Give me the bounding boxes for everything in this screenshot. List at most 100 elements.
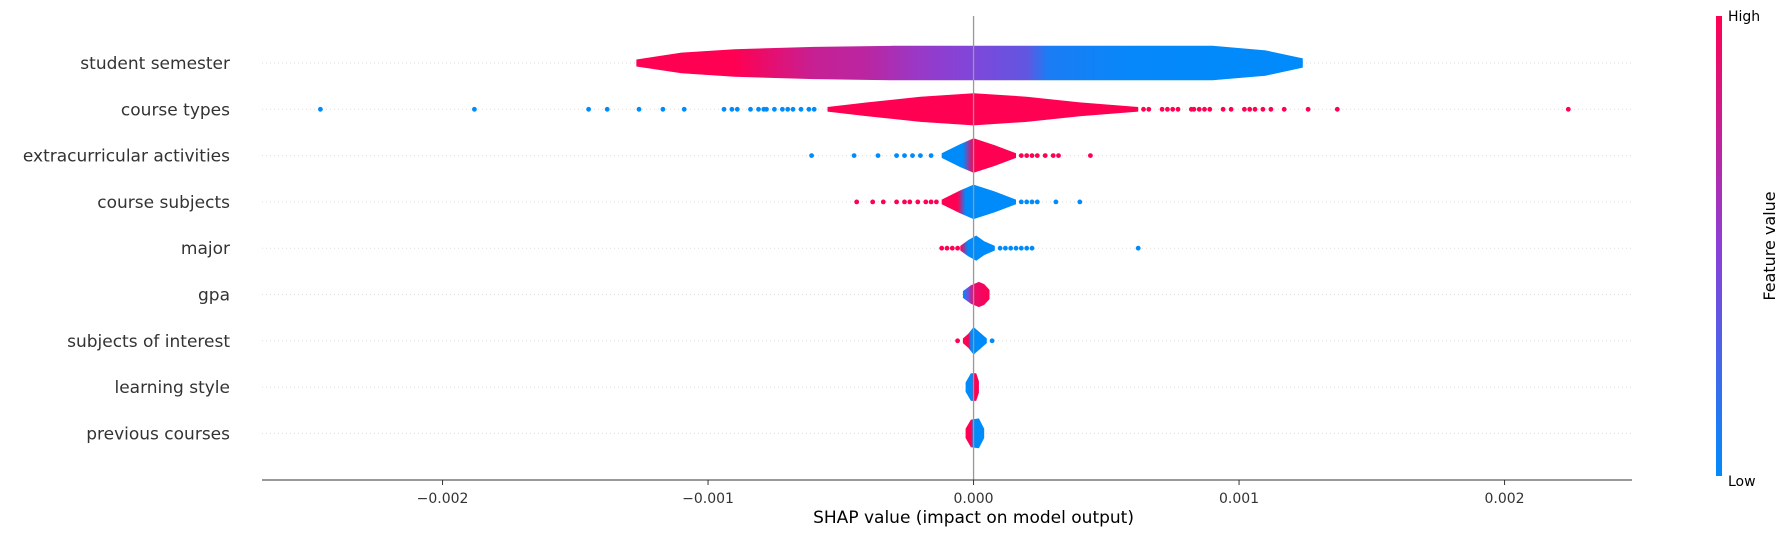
data-point	[875, 153, 881, 159]
data-point	[472, 106, 477, 112]
data-point	[1024, 245, 1030, 251]
data-point	[1135, 245, 1141, 251]
data-point	[1159, 106, 1165, 112]
violin-shape	[960, 235, 995, 261]
data-point	[1003, 245, 1008, 251]
data-point	[910, 153, 915, 159]
data-point	[1252, 106, 1258, 112]
data-point	[1018, 153, 1024, 159]
data-point	[1191, 106, 1197, 112]
feature-label: extracurricular activities	[23, 147, 230, 167]
data-point	[1141, 106, 1146, 112]
data-point	[1024, 199, 1030, 205]
x-tick-label: −0.001	[682, 491, 734, 507]
data-point	[1088, 153, 1093, 159]
data-point	[806, 106, 812, 112]
data-point	[748, 106, 753, 112]
grid-lines	[262, 62, 1632, 434]
data-point	[1565, 106, 1571, 112]
data-point	[1018, 245, 1024, 251]
data-point	[894, 199, 899, 205]
data-point	[918, 153, 923, 159]
colorbar: High Low Feature value	[1716, 9, 1779, 490]
data-point	[949, 245, 955, 251]
data-point	[1029, 245, 1035, 251]
data-point	[790, 106, 796, 112]
data-point	[1077, 199, 1083, 205]
feature-label: gpa	[198, 286, 230, 306]
data-point	[1175, 106, 1181, 112]
data-point	[1165, 106, 1170, 112]
data-point	[586, 106, 591, 112]
data-point	[1247, 106, 1253, 112]
x-tick-label: −0.002	[417, 491, 469, 507]
feature-labels: student semester course types extracurricu…	[23, 54, 230, 444]
data-point	[1146, 106, 1152, 112]
feature-label: previous courses	[86, 424, 230, 444]
data-point	[1029, 153, 1035, 159]
data-point	[1207, 106, 1213, 112]
data-point	[851, 153, 857, 159]
data-point	[915, 199, 921, 205]
data-point	[1242, 106, 1247, 112]
violin-shape	[965, 418, 985, 449]
data-point	[1034, 199, 1040, 205]
data-point	[811, 106, 817, 112]
data-point	[928, 153, 934, 159]
x-axis-title: SHAP value (impact on model output)	[813, 508, 1134, 528]
violin-shape	[941, 138, 1016, 173]
data-point	[907, 199, 913, 205]
data-point	[997, 245, 1003, 251]
data-point	[1042, 153, 1048, 159]
data-point	[636, 106, 642, 112]
x-tick-label: 0.001	[1219, 491, 1259, 507]
data-point	[1018, 199, 1024, 205]
data-point	[923, 199, 929, 205]
outlier-dots	[318, 106, 1571, 344]
data-point	[318, 106, 323, 112]
violins	[636, 45, 1303, 449]
data-point	[681, 106, 687, 112]
data-point	[780, 106, 785, 112]
data-point	[1228, 106, 1234, 112]
data-point	[1334, 106, 1340, 112]
colorbar-title: Feature value	[1760, 191, 1779, 300]
data-point	[1281, 106, 1287, 112]
colorbar-low-label: Low	[1728, 474, 1756, 490]
data-point	[604, 106, 610, 112]
data-point	[798, 106, 804, 112]
data-point	[955, 338, 960, 344]
data-point	[1050, 153, 1056, 159]
data-point	[721, 106, 727, 112]
data-point	[1268, 106, 1274, 112]
data-point	[928, 199, 934, 205]
data-point	[902, 153, 907, 159]
data-point	[772, 106, 777, 112]
data-point	[1024, 153, 1030, 159]
feature-label: learning style	[114, 378, 230, 398]
data-point	[1305, 106, 1311, 112]
data-point	[809, 153, 814, 159]
violin-shape	[636, 45, 1303, 81]
violin-shape	[962, 327, 987, 355]
data-point	[1008, 245, 1014, 251]
violin-shape	[827, 93, 1139, 126]
data-point	[1053, 199, 1059, 205]
feature-label: course subjects	[97, 193, 230, 213]
feature-label: subjects of interest	[67, 332, 230, 352]
data-point	[934, 199, 939, 205]
data-point	[870, 199, 876, 205]
data-point	[939, 245, 945, 251]
data-point	[902, 199, 907, 205]
feature-label: major	[181, 239, 230, 259]
data-point	[989, 338, 995, 344]
data-point	[854, 199, 860, 205]
data-point	[734, 106, 740, 112]
data-point	[894, 153, 899, 159]
data-point	[1170, 106, 1176, 112]
violin-shape	[965, 373, 979, 401]
data-point	[1029, 199, 1035, 205]
data-point	[1202, 106, 1207, 112]
data-point	[756, 106, 761, 112]
data-point	[1034, 153, 1040, 159]
